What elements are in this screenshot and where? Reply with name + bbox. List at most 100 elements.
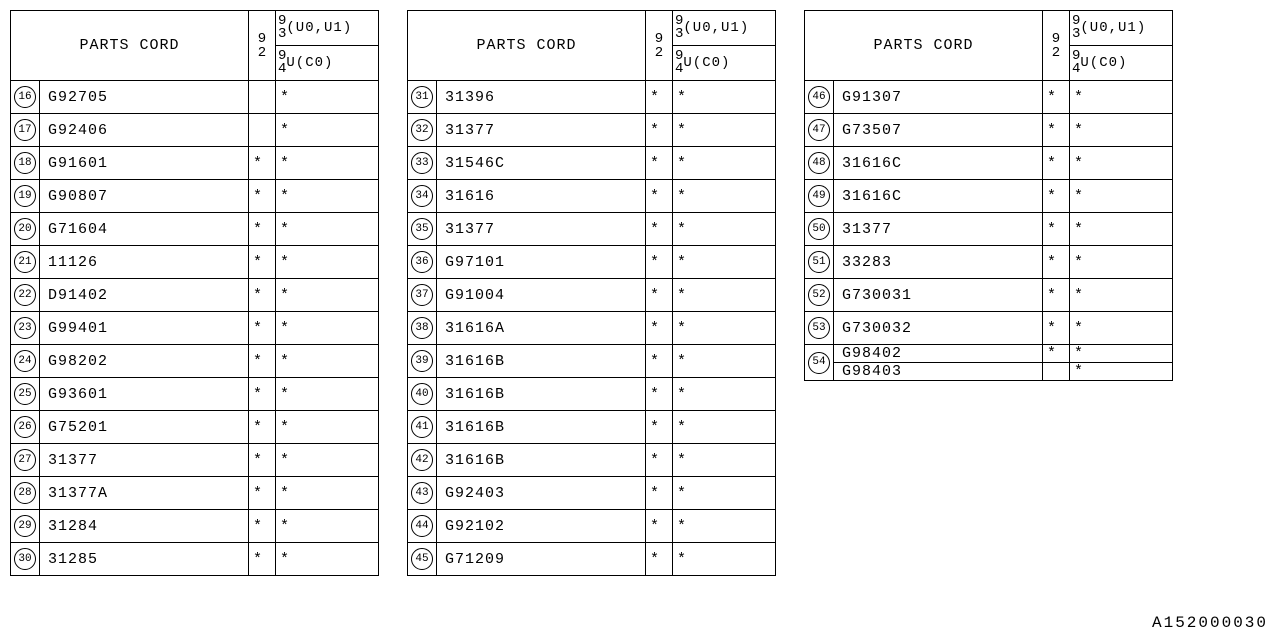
table-row: 46G91307** — [805, 81, 1173, 114]
part-code: 31616C — [834, 180, 1043, 213]
header-parts-cord: PARTS CORD — [11, 11, 249, 81]
col-93-94-mark: * — [673, 345, 776, 378]
col-92-mark: * — [249, 378, 276, 411]
col-92-mark: * — [249, 246, 276, 279]
col-93-94-mark: * — [276, 312, 379, 345]
col-92-mark: * — [249, 345, 276, 378]
part-code: D91402 — [40, 279, 249, 312]
row-index: 31 — [408, 81, 437, 114]
part-code: 31616C — [834, 147, 1043, 180]
part-code: 31396 — [437, 81, 646, 114]
col-93-94-mark: * — [276, 543, 379, 576]
table-row: 2831377A** — [11, 477, 379, 510]
header-sub-94: 94U(C0) — [1070, 46, 1173, 81]
row-index: 34 — [408, 180, 437, 213]
col-93-94-mark: * — [673, 81, 776, 114]
part-code: G91601 — [40, 147, 249, 180]
parts-table: PARTS CORD 92 93(U0,U1) 94U(C0) 3131396*… — [407, 10, 776, 576]
table-row: 4231616B** — [408, 444, 776, 477]
table-row: 18G91601** — [11, 147, 379, 180]
row-index: 36 — [408, 246, 437, 279]
table-row: 3831616A** — [408, 312, 776, 345]
col-92-mark: * — [646, 114, 673, 147]
table-row: 44G92102** — [408, 510, 776, 543]
col-92-mark: * — [249, 510, 276, 543]
part-code: 11126 — [40, 246, 249, 279]
part-code: G98402 — [834, 345, 1043, 363]
col-92-mark: * — [646, 444, 673, 477]
row-index: 20 — [11, 213, 40, 246]
row-index: 37 — [408, 279, 437, 312]
part-code: G92102 — [437, 510, 646, 543]
col-93-94-mark: * — [673, 411, 776, 444]
parts-table: PARTS CORD 92 93(U0,U1) 94U(C0) 16G92705… — [10, 10, 379, 576]
table-row: 24G98202** — [11, 345, 379, 378]
col-92-mark: * — [646, 213, 673, 246]
col-92-mark — [249, 114, 276, 147]
row-index: 24 — [11, 345, 40, 378]
row-index: 50 — [805, 213, 834, 246]
part-code: G730032 — [834, 312, 1043, 345]
table-row: G98403 * — [805, 363, 1173, 381]
row-index: 33 — [408, 147, 437, 180]
col-93-94-mark: * — [1070, 312, 1173, 345]
part-code: 31377A — [40, 477, 249, 510]
table-row: 3931616B** — [408, 345, 776, 378]
table-row: 25G93601** — [11, 378, 379, 411]
col-93-94-mark: * — [276, 213, 379, 246]
part-code: 31377 — [40, 444, 249, 477]
row-index: 29 — [11, 510, 40, 543]
table-row: 2731377** — [11, 444, 379, 477]
row-index: 32 — [408, 114, 437, 147]
parts-table: PARTS CORD 92 93(U0,U1) 94U(C0) 46G91307… — [804, 10, 1173, 381]
row-index: 35 — [408, 213, 437, 246]
col-92-mark: * — [646, 81, 673, 114]
part-code: G91307 — [834, 81, 1043, 114]
col-92-mark: * — [1043, 147, 1070, 180]
table-row: 37G91004** — [408, 279, 776, 312]
row-index: 41 — [408, 411, 437, 444]
col-92-mark: * — [646, 411, 673, 444]
col-93-94-mark: * — [276, 510, 379, 543]
row-index: 19 — [11, 180, 40, 213]
col-93-94-mark: * — [673, 213, 776, 246]
part-code: G75201 — [40, 411, 249, 444]
table-row: 4131616B** — [408, 411, 776, 444]
col-92-mark: * — [646, 510, 673, 543]
col-92-mark — [249, 81, 276, 114]
table-row: 4931616C** — [805, 180, 1173, 213]
col-93-94-mark: * — [673, 180, 776, 213]
row-index: 16 — [11, 81, 40, 114]
col-93-94-mark: * — [276, 147, 379, 180]
table-row: 3031285** — [11, 543, 379, 576]
row-index: 42 — [408, 444, 437, 477]
row-index: 51 — [805, 246, 834, 279]
table-row: 47G73507** — [805, 114, 1173, 147]
col-92-mark: * — [646, 279, 673, 312]
col-92-mark: * — [1043, 114, 1070, 147]
col-92-mark: * — [249, 477, 276, 510]
row-index: 18 — [11, 147, 40, 180]
col-93-94-mark: * — [276, 411, 379, 444]
row-index: 17 — [11, 114, 40, 147]
col-93-94-mark: * — [1070, 363, 1173, 381]
col-92-mark: * — [646, 147, 673, 180]
part-code: 31377 — [437, 114, 646, 147]
col-92-mark: * — [249, 444, 276, 477]
part-code: 31616B — [437, 345, 646, 378]
col-92-mark: * — [646, 180, 673, 213]
part-code: 31616 — [437, 180, 646, 213]
col-92-mark: * — [249, 312, 276, 345]
part-code: G98403 — [834, 363, 1043, 381]
part-code: G91004 — [437, 279, 646, 312]
col-92-mark: * — [646, 246, 673, 279]
col-92-mark: * — [249, 213, 276, 246]
col-93-94-mark: * — [673, 543, 776, 576]
row-index: 28 — [11, 477, 40, 510]
table-row: 5133283** — [805, 246, 1173, 279]
col-92-mark: * — [249, 543, 276, 576]
col-93-94-mark: * — [1070, 279, 1173, 312]
col-92-mark: * — [249, 279, 276, 312]
col-93-94-mark: * — [1070, 180, 1173, 213]
part-code: G71209 — [437, 543, 646, 576]
